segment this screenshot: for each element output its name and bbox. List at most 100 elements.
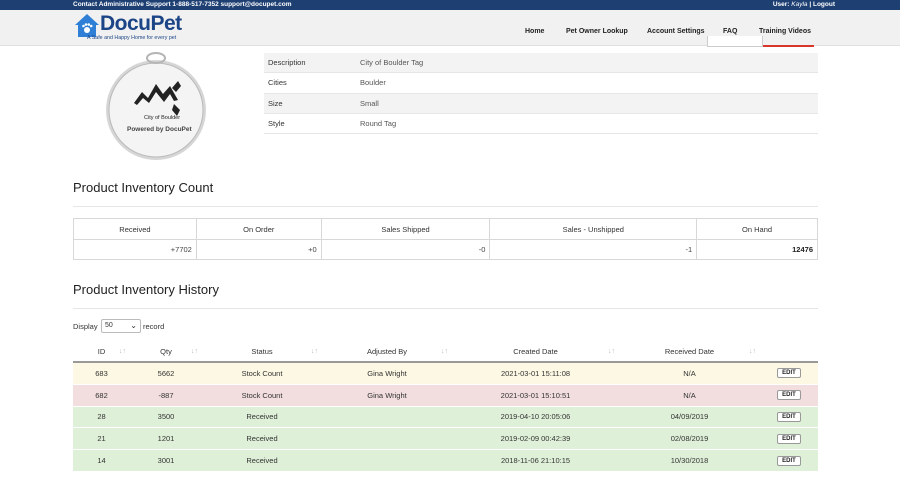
cell-qty: 5662 <box>157 368 175 378</box>
cell-adjusted-by <box>322 428 452 449</box>
edit-button[interactable]: EDIT <box>777 390 801 401</box>
cell-adjusted-by: Gina Wright <box>367 390 407 400</box>
cell-actions: EDIT <box>760 407 818 428</box>
nav-training-videos[interactable]: Training Videos <box>759 28 811 35</box>
display-label: Display <box>73 322 98 331</box>
nav-home[interactable]: Home <box>525 28 545 35</box>
cell-status: Received <box>246 456 278 466</box>
col-header-received-date[interactable]: Received Date ↓↑ <box>619 342 760 361</box>
col-header-label: Received Date <box>664 347 715 356</box>
product-tag-image: City of Boulder Powered by DocuPet <box>100 48 212 160</box>
nav-account-settings[interactable]: Account Settings <box>647 28 705 35</box>
logo-tagline: A Safe and Happy Home for every pet <box>87 35 177 41</box>
sort-icon: ↓↑ <box>311 348 318 355</box>
chevron-down-icon: ⌄ <box>130 321 137 330</box>
details-value: Round Tag <box>360 119 397 129</box>
cell-received-date: 04/09/2019 <box>670 412 709 422</box>
details-row: Description City of Boulder Tag <box>264 53 818 74</box>
col-header-actions <box>760 342 818 361</box>
edit-button[interactable]: EDIT <box>777 455 801 466</box>
house-paw-icon <box>75 14 99 37</box>
record-label: record <box>143 322 165 331</box>
hidden-button-edge[interactable] <box>707 36 763 47</box>
cell-actions: EDIT <box>760 428 818 449</box>
product-details-table: Description City of Boulder Tag Cities Bou… <box>264 53 818 135</box>
cell-status: Stock Count <box>241 368 283 378</box>
tag-powered-text: Powered by DocuPet <box>127 126 192 133</box>
cell-received-date: 02/08/2019 <box>670 434 709 444</box>
cell-created-date: 2019-04-10 20:05:06 <box>500 412 571 422</box>
col-header-created-date[interactable]: Created Date ↓↑ <box>452 342 619 361</box>
cell-qty: 3500 <box>157 412 175 422</box>
col-header-label: ID <box>97 347 106 356</box>
details-value: City of Boulder Tag <box>360 58 424 68</box>
cell-adjusted-by <box>322 450 452 471</box>
inventory-history-table: ID ↓↑ Qty ↓↑ Status ↓↑ Adjusted By ↓↑ Create… <box>73 342 818 472</box>
sort-icon: ↓↑ <box>191 348 198 355</box>
header: DocuPet A Safe and Happy Home for every … <box>0 10 900 47</box>
details-key: Style <box>268 119 285 129</box>
inv-header: Sales Shipped <box>320 218 491 240</box>
cell-actions: EDIT <box>760 385 818 406</box>
cell-status: Received <box>246 412 278 422</box>
cell-id: 21 <box>97 434 106 444</box>
cell-id: 28 <box>97 412 106 422</box>
table-row: 14 3001 Received 2018-11-06 21:10:15 10/… <box>73 450 818 472</box>
cell-qty: -887 <box>158 390 174 400</box>
cell-status: Stock Count <box>241 390 283 400</box>
cell-created-date: 2021-03-01 15:11:08 <box>500 368 571 378</box>
nav-pet-owner-lookup[interactable]: Pet Owner Lookup <box>566 28 628 35</box>
col-header-status[interactable]: Status ↓↑ <box>202 342 322 361</box>
col-header-qty[interactable]: Qty ↓↑ <box>130 342 202 361</box>
cell-id: 682 <box>95 390 108 400</box>
inv-value-received: +7702 <box>73 239 197 260</box>
sort-icon: ↓↑ <box>441 348 448 355</box>
inv-value-on-hand: 12476 <box>696 239 818 260</box>
table-row: 21 1201 Received 2019-02-09 00:42:39 02/… <box>73 428 818 451</box>
inventory-count-table: Received On Order Sales Shipped Sales - … <box>73 218 818 260</box>
table-row: 683 5662 Stock Count Gina Wright 2021-03… <box>73 363 818 385</box>
user-name: Kayla <box>791 1 808 8</box>
details-value: Boulder <box>360 78 386 88</box>
details-key: Size <box>268 98 283 108</box>
details-row: Style Round Tag <box>264 114 818 135</box>
nav-faq[interactable]: FAQ <box>723 28 738 35</box>
docupet-logo[interactable]: DocuPet A Safe and Happy Home for every … <box>73 12 213 44</box>
edit-button[interactable]: EDIT <box>777 433 801 444</box>
inv-header: On Order <box>195 218 322 240</box>
col-header-label: Created Date <box>513 347 558 356</box>
logo-name: DocuPet <box>100 12 182 35</box>
col-header-id[interactable]: ID ↓↑ <box>73 342 130 361</box>
cell-received-date: 10/30/2018 <box>670 456 709 466</box>
user-prefix: User: <box>772 1 792 8</box>
details-row: Size Small <box>264 93 818 114</box>
records-per-page-value: 50 <box>105 322 113 329</box>
col-header-adjusted-by[interactable]: Adjusted By ↓↑ <box>322 342 452 361</box>
inventory-count-title: Product Inventory Count <box>73 180 214 195</box>
cell-status: Received <box>246 434 278 444</box>
logout-link[interactable]: Logout <box>812 1 835 8</box>
tag-city-text: City of Boulder <box>144 115 180 121</box>
support-contact: Contact Administrative Support 1-888-517… <box>73 1 292 8</box>
edit-button[interactable]: EDIT <box>777 411 801 422</box>
records-per-page-select[interactable]: 50 ⌄ <box>101 319 141 333</box>
user-info: User: Kayla | Logout <box>773 1 835 8</box>
cell-adjusted-by <box>322 407 452 428</box>
details-key: Cities <box>268 78 287 88</box>
sort-icon: ↓↑ <box>608 348 615 355</box>
sort-icon: ↓↑ <box>749 348 756 355</box>
cell-actions: EDIT <box>760 363 818 384</box>
cell-id: 683 <box>95 368 108 378</box>
top-bar: Contact Administrative Support 1-888-517… <box>0 0 900 10</box>
edit-button[interactable]: EDIT <box>777 368 801 379</box>
cell-received-date: N/A <box>683 390 696 400</box>
cell-created-date: 2018-11-06 21:10:15 <box>500 456 571 466</box>
inv-value-on-order: +0 <box>195 239 322 260</box>
cell-adjusted-by: Gina Wright <box>367 368 407 378</box>
inv-value-sales-shipped: -0 <box>320 239 491 260</box>
history-header-row: ID ↓↑ Qty ↓↑ Status ↓↑ Adjusted By ↓↑ Create… <box>73 342 818 363</box>
details-value: Small <box>360 98 379 108</box>
table-row: 682 -887 Stock Count Gina Wright 2021-03… <box>73 384 818 407</box>
col-header-label: Qty <box>160 347 172 356</box>
cell-qty: 3001 <box>157 456 175 466</box>
